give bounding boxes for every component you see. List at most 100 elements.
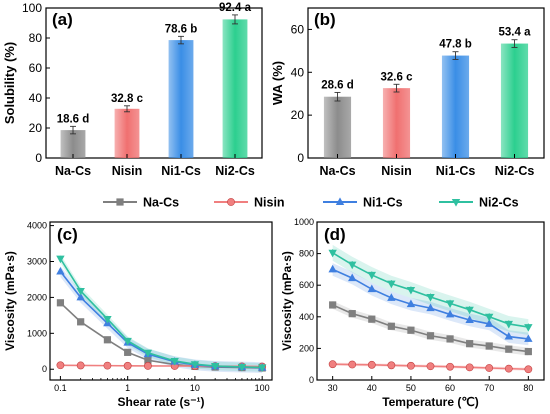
data-point xyxy=(348,261,357,270)
data-point xyxy=(123,337,132,346)
data-point xyxy=(56,255,65,264)
data-point xyxy=(426,332,435,340)
panel-d: 0 200 400 600 800 1000 30 40 50 60 70 80 Temperature… xyxy=(280,217,545,409)
data-point xyxy=(103,336,112,344)
y-tick-label: 3000 xyxy=(27,257,47,267)
data-point xyxy=(56,299,65,307)
plot-frame xyxy=(49,221,273,381)
y-axis-label: WA (%) xyxy=(270,61,285,105)
y-tick-label: 20 xyxy=(291,108,305,122)
y-tick-label: 40 xyxy=(291,65,305,79)
category-label: Nisin xyxy=(112,164,143,178)
legend-marker xyxy=(451,199,461,207)
bar xyxy=(114,108,140,158)
x-tick-label: 50 xyxy=(406,383,416,393)
data-point xyxy=(257,364,267,373)
data-point xyxy=(348,310,356,318)
x-tick-label: 10 xyxy=(190,383,200,393)
y-tick-label: 60 xyxy=(291,22,305,36)
data-point xyxy=(446,362,454,371)
data-point xyxy=(426,303,435,312)
data-point xyxy=(124,348,132,356)
x-tick-label: 30 xyxy=(328,383,338,393)
series-na-cs xyxy=(329,301,532,356)
x-tick-label: 40 xyxy=(367,383,377,393)
data-point xyxy=(328,264,337,273)
data-point xyxy=(144,362,152,370)
data-point xyxy=(387,322,395,330)
data-point xyxy=(190,361,200,369)
legend-item-ni2-cs: Ni2-Cs xyxy=(439,196,519,210)
data-point xyxy=(485,342,493,350)
x-tick-label: 0.1 xyxy=(54,383,67,393)
series-ni1-cs xyxy=(328,264,533,342)
y-tick-label: 1000 xyxy=(27,328,47,338)
error-band xyxy=(60,266,263,373)
data-point xyxy=(237,363,247,372)
data-point xyxy=(123,361,132,370)
data-point xyxy=(329,301,337,309)
legend-item-nisin: Nisin xyxy=(214,196,285,210)
data-point xyxy=(504,364,513,373)
y-tick-label: 800 xyxy=(299,249,314,259)
bar xyxy=(441,55,470,159)
data-point xyxy=(328,249,337,258)
y-tick-label: 600 xyxy=(299,280,314,290)
data-point xyxy=(524,365,533,374)
series-ni2-cs xyxy=(56,255,267,373)
data-point xyxy=(524,334,533,342)
panel-label: (d) xyxy=(324,225,346,244)
data-point xyxy=(368,315,376,323)
data-point xyxy=(505,345,513,353)
panel-label: (c) xyxy=(57,225,78,244)
data-point xyxy=(485,364,494,372)
x-tick-label: 80 xyxy=(523,383,533,393)
data-point xyxy=(445,309,455,318)
data-point xyxy=(348,360,357,369)
series-nisin xyxy=(328,360,533,374)
data-point xyxy=(407,361,415,370)
series-ni2-cs xyxy=(328,249,533,332)
panel-b: 0 20 40 60 WA (%) (b) 28.6 d Na-Cs 32.6 c Nisin 47… xyxy=(270,7,545,178)
bar xyxy=(500,43,529,159)
panel-label: (b) xyxy=(314,10,336,29)
data-point xyxy=(485,313,494,322)
x-axis-label: Shear rate (s⁻¹) xyxy=(117,395,204,409)
data-point xyxy=(466,340,474,348)
data-point xyxy=(76,361,85,370)
data-point xyxy=(387,361,396,370)
y-tick-label: 4000 xyxy=(27,221,47,231)
data-point xyxy=(144,356,152,364)
panel-c: 0 1000 2000 3000 4000 0.1 1 10 100 Shear rate (s⁻… xyxy=(3,221,273,409)
data-point xyxy=(367,360,376,369)
data-label: 78.6 b xyxy=(165,23,198,35)
legend-marker xyxy=(335,197,345,205)
legend-item-ni1-cs: Ni1-Cs xyxy=(323,196,403,210)
legend-label: Nisin xyxy=(254,196,285,210)
error-band xyxy=(332,301,529,356)
series-line xyxy=(59,258,263,369)
data-point xyxy=(77,318,85,326)
data-point xyxy=(328,360,337,369)
y-tick-label: 0 xyxy=(297,151,304,165)
data-point xyxy=(367,284,376,293)
data-label: 32.8 c xyxy=(111,93,144,105)
bar xyxy=(168,40,194,158)
data-label: 28.6 d xyxy=(321,79,354,91)
bar xyxy=(222,19,248,159)
plot-frame xyxy=(45,7,263,159)
category-label: Nisin xyxy=(381,164,412,178)
category-label: Ni1-Cs xyxy=(161,164,201,178)
y-tick-label: 20 xyxy=(29,121,43,135)
y-tick-label: 40 xyxy=(29,91,43,105)
plot-frame xyxy=(316,221,545,381)
plot-frame xyxy=(307,7,545,159)
data-point xyxy=(170,357,179,366)
data-point xyxy=(446,335,454,343)
data-point xyxy=(387,293,396,301)
data-point xyxy=(465,363,474,372)
legend-marker xyxy=(227,198,235,206)
data-point xyxy=(348,273,357,282)
y-tick-label: 60 xyxy=(29,61,43,75)
y-tick-label: 2000 xyxy=(27,292,47,302)
